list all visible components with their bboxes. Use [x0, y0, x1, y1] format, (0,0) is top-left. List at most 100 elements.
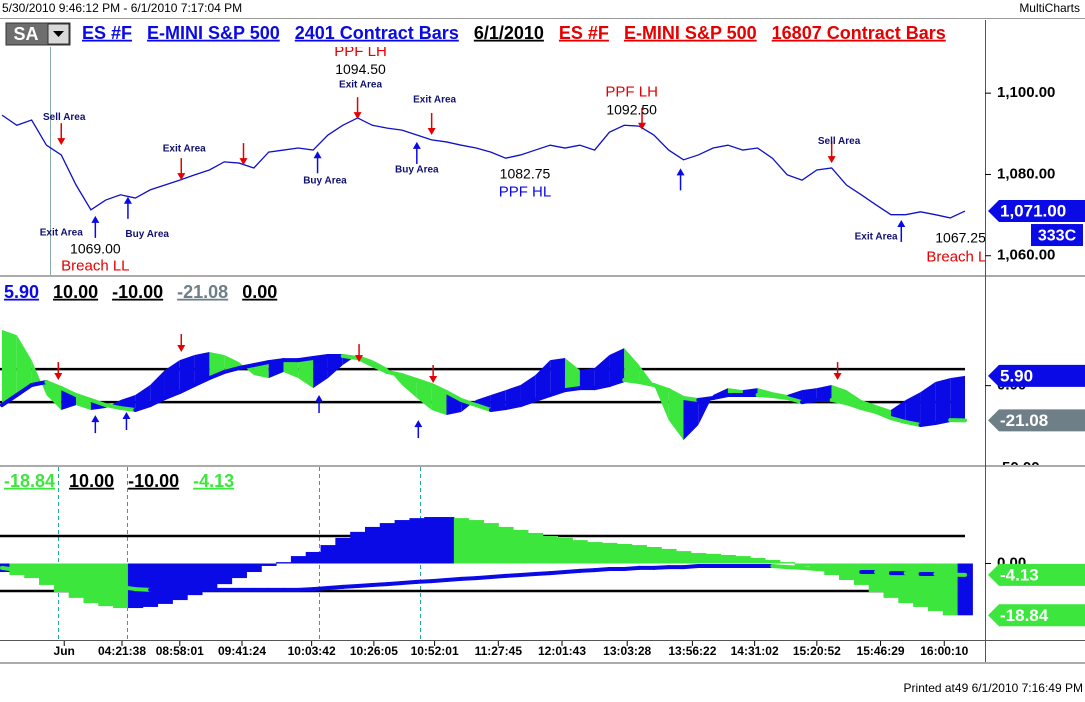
- average-line: [802, 568, 817, 569]
- annotation: Buy Area: [125, 229, 169, 240]
- average-line: [817, 569, 832, 570]
- toolbar-item[interactable]: ES #F: [559, 23, 609, 43]
- histogram-bar: [854, 564, 869, 585]
- histogram-bar: [750, 558, 765, 564]
- average-line: [298, 589, 313, 590]
- average-line: [313, 588, 328, 589]
- x-tick-label: 10:52:01: [411, 644, 459, 658]
- x-tick-label: 11:27:45: [475, 644, 523, 658]
- signal-line: [921, 423, 936, 425]
- histogram-bar: [321, 545, 336, 563]
- histogram-bar: [661, 549, 676, 564]
- x-tick-label: 16:00:10: [920, 644, 968, 658]
- annotation: Exit Area: [855, 231, 898, 242]
- legend-value: 5.90: [4, 282, 39, 302]
- annotation: 1069.00: [70, 240, 121, 256]
- symbol-text: SA: [13, 24, 38, 44]
- oscillator-fill: [580, 368, 595, 388]
- annotation: 1092.50: [606, 102, 657, 118]
- toolbar-item[interactable]: ES #F: [82, 23, 132, 43]
- histogram-bar: [572, 540, 587, 563]
- x-tick-label: 13:03:28: [603, 644, 651, 658]
- legend-value: -4.13: [193, 471, 234, 491]
- x-tick-label: 04:21:38: [98, 644, 146, 658]
- histogram-bar: [365, 527, 380, 564]
- toolbar-item[interactable]: E-MINI S&P 500: [624, 23, 757, 43]
- histogram-bar: [617, 544, 632, 564]
- header-range: 5/30/2010 9:46:12 PM - 6/1/2010 7:17:04 …: [2, 1, 242, 15]
- histogram-bar: [646, 547, 661, 564]
- signal-line: [313, 356, 328, 358]
- histogram-bar: [721, 555, 736, 564]
- value-tag-label: 5.90: [1000, 366, 1033, 385]
- average-line: [506, 575, 521, 576]
- histogram-bar: [395, 520, 410, 563]
- toolbar-item[interactable]: 2401 Contract Bars: [295, 23, 459, 43]
- legend-value: 10.00: [53, 282, 98, 302]
- histogram-bar: [484, 523, 499, 563]
- signal-line: [802, 400, 817, 402]
- average-line: [772, 566, 787, 567]
- signal-line: [491, 408, 506, 410]
- toolbar-item[interactable]: 16807 Contract Bars: [772, 23, 946, 43]
- signal-line: [343, 356, 358, 358]
- average-line: [580, 570, 595, 571]
- histogram-bar: [469, 520, 484, 563]
- signal-line: [758, 395, 773, 396]
- x-tick-label: 13:56:22: [668, 644, 716, 658]
- x-tick-label: 09:41:24: [218, 644, 266, 658]
- annotation: Exit Area: [163, 143, 206, 154]
- annotation: Exit Area: [339, 80, 382, 91]
- average-line: [372, 584, 387, 585]
- average-line: [906, 573, 921, 574]
- toolbar-item[interactable]: E-MINI S&P 500: [147, 23, 280, 43]
- annotation: Exit Area: [40, 228, 83, 239]
- signal-line: [698, 398, 713, 400]
- average-line: [343, 586, 358, 587]
- annotation: Buy Area: [395, 165, 439, 176]
- histogram-bar: [424, 517, 439, 563]
- average-line: [17, 570, 32, 572]
- histogram-bar: [291, 556, 306, 563]
- x-tick-label: 12:01:43: [538, 644, 586, 658]
- y-tick-label: 1,080.00: [997, 165, 1055, 182]
- histogram-bar: [928, 564, 943, 612]
- oscillator-fill: [950, 376, 965, 420]
- legend-value: -18.84: [4, 471, 55, 491]
- average-line: [550, 572, 565, 573]
- histogram-bar: [217, 564, 232, 585]
- average-line: [2, 568, 17, 570]
- average-line: [846, 571, 861, 572]
- oscillator-fill: [935, 378, 950, 423]
- annotation: Exit Area: [413, 95, 456, 106]
- average-line: [935, 574, 950, 575]
- average-line: [121, 587, 136, 589]
- histogram-bar: [380, 523, 395, 563]
- average-line: [328, 587, 343, 588]
- average-line: [402, 582, 417, 583]
- x-tick-label: 10:03:42: [288, 644, 336, 658]
- histogram-bar: [869, 564, 884, 593]
- histogram-bar: [676, 551, 691, 563]
- legend-value: -21.08: [177, 282, 228, 302]
- histogram-bar: [884, 564, 899, 598]
- signal-line: [772, 396, 787, 398]
- average-line: [595, 569, 610, 570]
- histogram-bar: [350, 532, 365, 564]
- x-tick-label: 14:31:02: [731, 644, 779, 658]
- annotation: Breach LL: [926, 249, 994, 266]
- annotation: 1067.25: [935, 229, 986, 245]
- average-line: [46, 574, 61, 576]
- y-tick-label: 1,060.00: [997, 247, 1055, 264]
- histogram-bar: [143, 564, 158, 607]
- average-line: [476, 577, 491, 578]
- histogram-bar: [691, 553, 706, 563]
- histogram-bar: [898, 564, 913, 604]
- annotation: Sell Area: [818, 136, 861, 147]
- histogram-bar: [128, 564, 143, 609]
- histogram-bar: [602, 543, 617, 564]
- footer: Printed at49 6/1/2010 7:16:49 PM: [904, 681, 1083, 695]
- toolbar-item[interactable]: 6/1/2010: [474, 23, 544, 43]
- histogram-bar: [158, 564, 173, 604]
